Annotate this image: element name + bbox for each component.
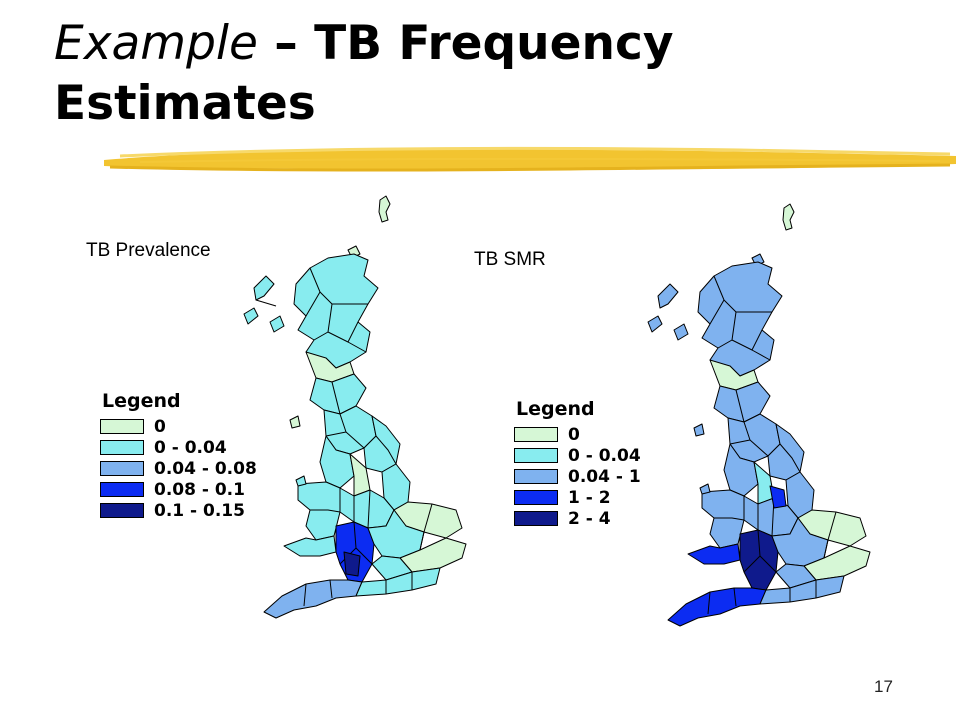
- legend-item-label: 0.08 - 0.1: [154, 479, 245, 500]
- prevalence-legend: Legend 0 0 - 0.04 0.04 - 0.08 0.08 - 0.1…: [100, 390, 257, 521]
- legend-item-label: 1 - 2: [568, 487, 611, 508]
- highlighter-stroke: [104, 146, 956, 172]
- legend-item: 1 - 2: [514, 487, 641, 508]
- legend-item: 0.04 - 0.08: [100, 458, 257, 479]
- legend-swatch: [100, 461, 144, 476]
- legend-item: 0.04 - 1: [514, 466, 641, 487]
- legend-item-label: 2 - 4: [568, 508, 611, 529]
- prevalence-map: [243, 195, 467, 619]
- legend-swatch: [514, 511, 558, 526]
- legend-item-label: 0 - 0.04: [154, 437, 227, 458]
- legend-swatch: [100, 503, 144, 518]
- smr-legend-title: Legend: [516, 398, 595, 420]
- legend-item-label: 0.04 - 0.08: [154, 458, 257, 479]
- legend-swatch: [514, 427, 558, 442]
- legend-item: 0 - 0.04: [100, 437, 257, 458]
- legend-item-label: 0 - 0.04: [568, 445, 641, 466]
- slide-title-main: – TB Frequency Estimates: [54, 16, 674, 131]
- legend-item-label: 0.04 - 1: [568, 466, 641, 487]
- legend-item: 0: [100, 416, 257, 437]
- legend-swatch: [514, 490, 558, 505]
- legend-item-label: 0: [154, 416, 166, 437]
- slide-title: Example – TB Frequency Estimates: [54, 14, 914, 134]
- legend-item: 0.08 - 0.1: [100, 479, 257, 500]
- legend-item: 0.1 - 0.15: [100, 500, 257, 521]
- page-number: 17: [874, 677, 893, 696]
- smr-map-label: TB SMR: [474, 249, 546, 270]
- legend-swatch: [100, 440, 144, 455]
- legend-item-label: 0: [568, 424, 580, 445]
- smr-map: [647, 203, 871, 627]
- slide-title-italic: Example: [54, 16, 258, 71]
- legend-swatch: [514, 448, 558, 463]
- prevalence-legend-title: Legend: [102, 390, 181, 412]
- legend-item: 0 - 0.04: [514, 445, 641, 466]
- legend-item: 0: [514, 424, 641, 445]
- legend-swatch: [100, 482, 144, 497]
- legend-swatch: [100, 419, 144, 434]
- legend-item: 2 - 4: [514, 508, 641, 529]
- legend-swatch: [514, 469, 558, 484]
- legend-item-label: 0.1 - 0.15: [154, 500, 245, 521]
- smr-legend: Legend 0 0 - 0.04 0.04 - 1 1 - 2 2 - 4: [514, 398, 641, 529]
- prevalence-map-label: TB Prevalence: [86, 240, 211, 261]
